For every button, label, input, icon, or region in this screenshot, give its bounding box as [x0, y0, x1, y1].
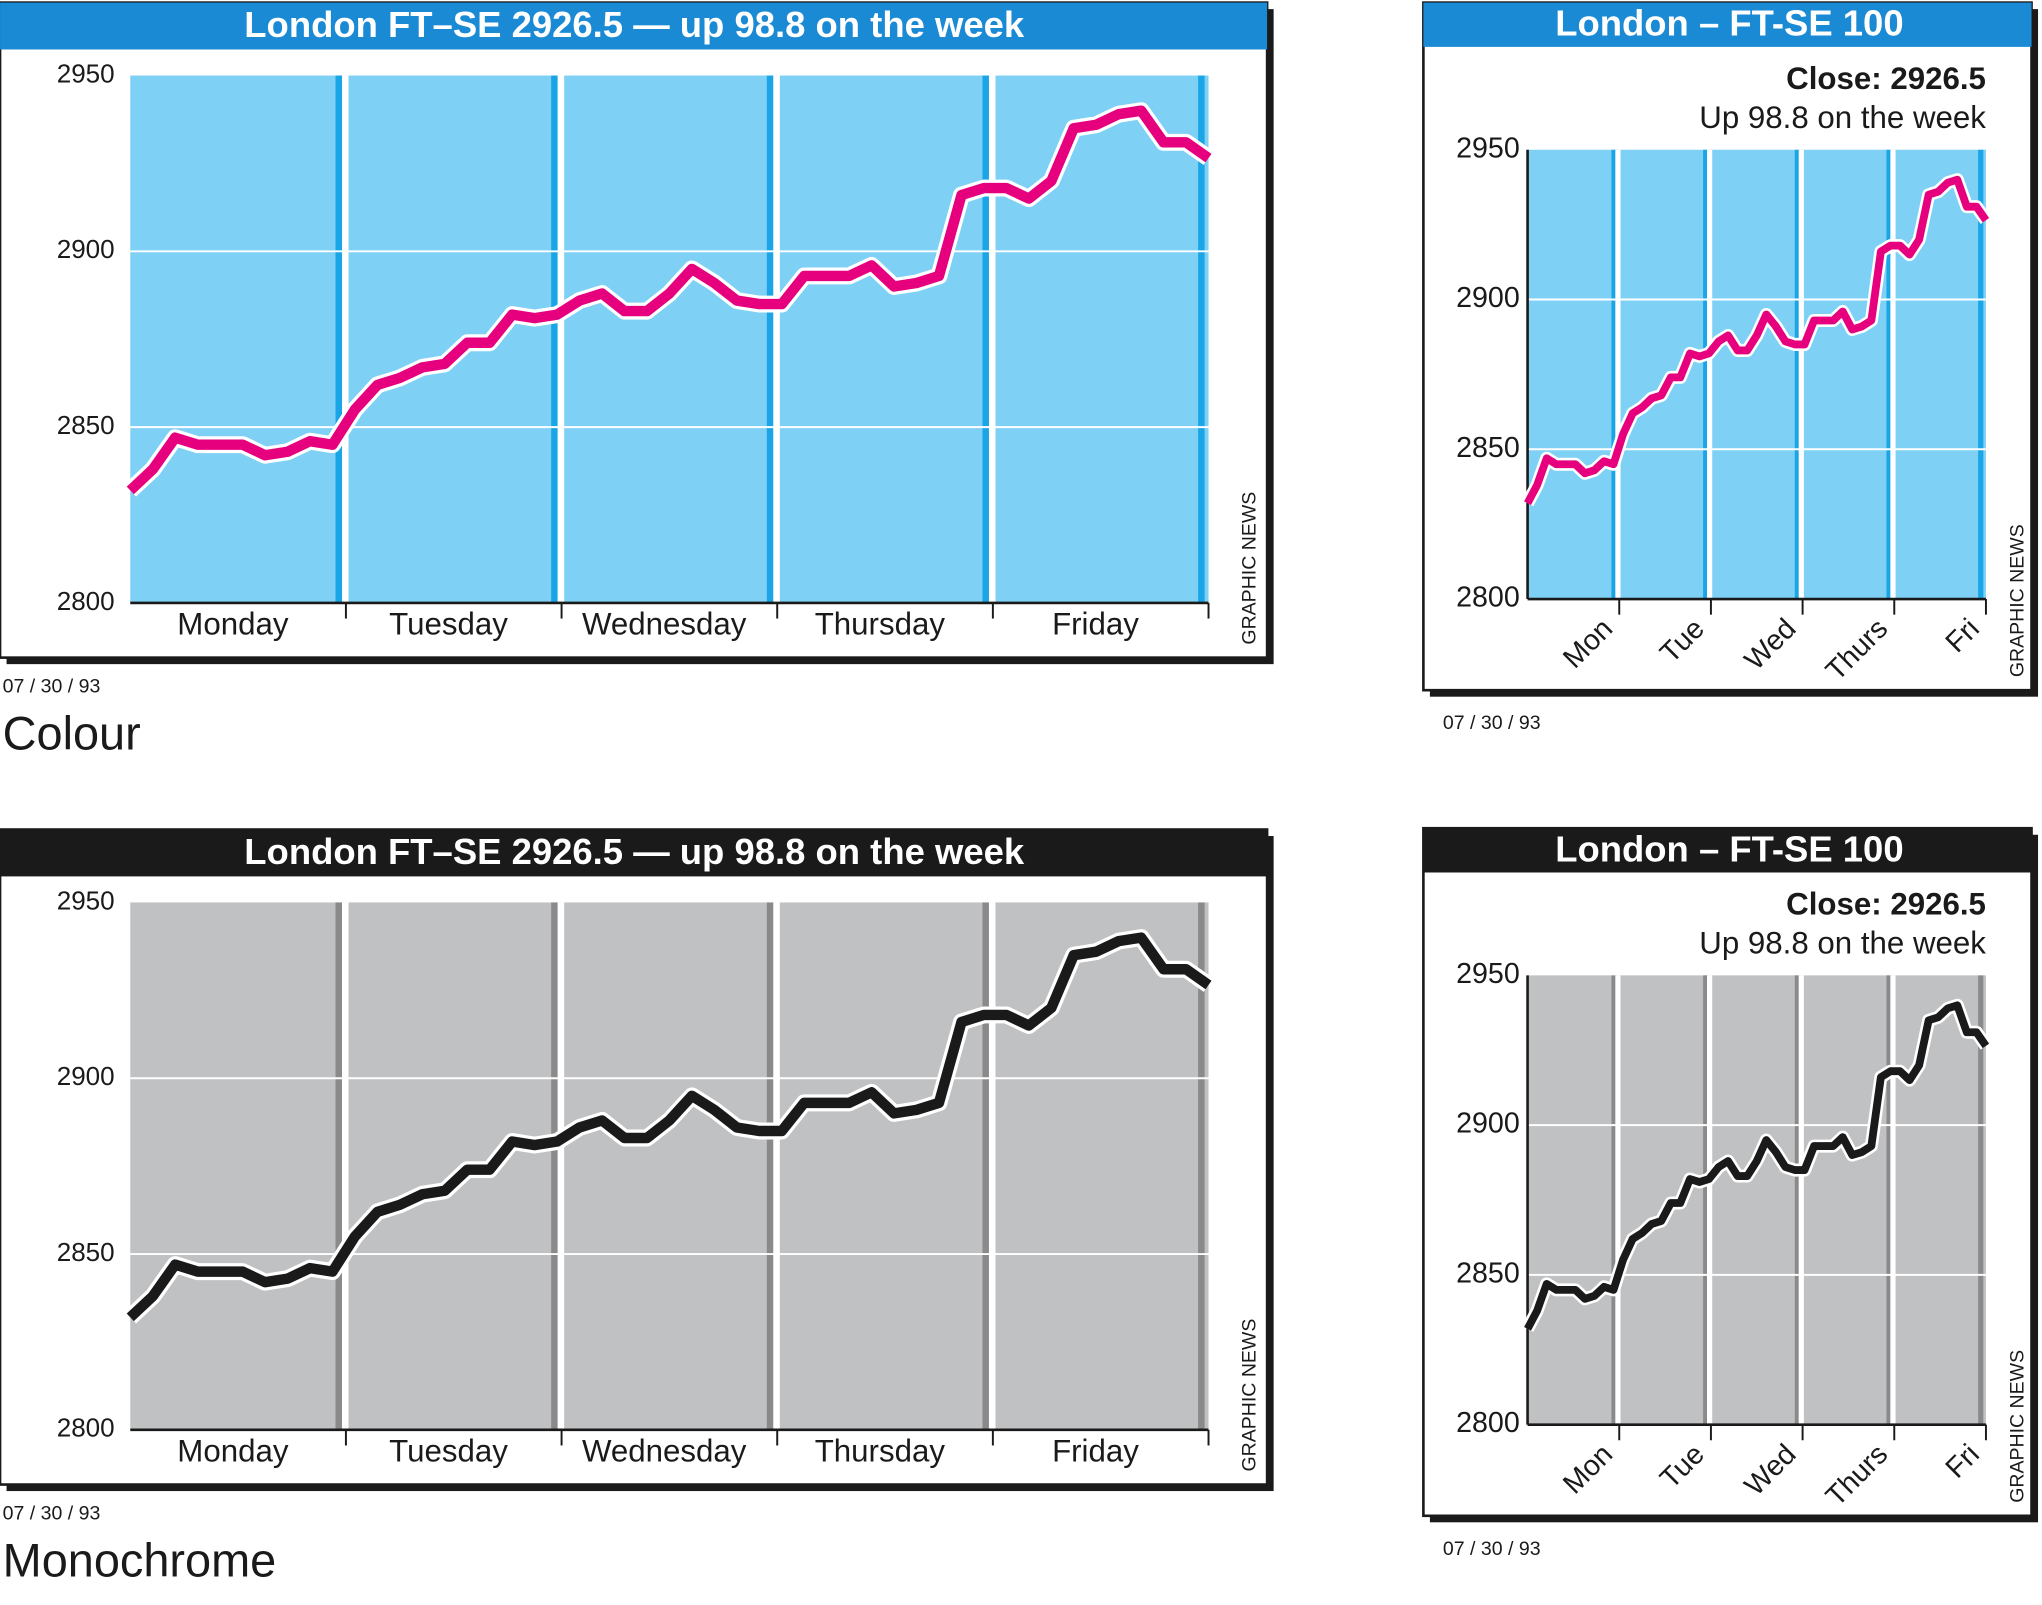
- source-label: GRAPHIC NEWS: [1238, 492, 1260, 645]
- y-tick-label: 2900: [1456, 282, 1520, 314]
- line: [1524, 175, 1990, 506]
- x-tick-label: Tuesday: [389, 607, 508, 642]
- day-stripe: [551, 902, 558, 1430]
- day-stripe: [1611, 975, 1617, 1425]
- day-gap: [773, 902, 780, 1430]
- day-gap: [1707, 975, 1713, 1425]
- source-label: GRAPHIC NEWS: [2007, 1350, 2029, 1503]
- day-gap: [773, 75, 780, 603]
- subtitle: Close: 2926.5: [1786, 887, 1986, 922]
- day-gap: [1707, 149, 1713, 600]
- subtitle: Close: 2926.5: [1786, 61, 1986, 96]
- day-gap: [1615, 149, 1621, 600]
- x-tick-label: Friday: [1052, 607, 1139, 642]
- chart-title: London FT–SE 2926.5 — up 98.8 on the wee…: [244, 831, 1025, 872]
- day-stripe: [982, 902, 989, 1430]
- chart-title: London – FT-SE 100: [1555, 828, 1903, 869]
- title-bar: [0, 829, 1268, 877]
- y-tick-label: 2900: [1456, 1108, 1520, 1140]
- day-stripe: [1703, 149, 1709, 600]
- y-tick-label: 2900: [57, 1061, 115, 1091]
- subtitle: Up 98.8 on the week: [1699, 100, 1986, 135]
- day-gap: [1615, 975, 1621, 1425]
- x-tick-label: Wednesday: [582, 607, 747, 642]
- day-gap: [557, 75, 565, 603]
- day-gap: [342, 75, 349, 603]
- chart-title: London – FT-SE 100: [1555, 3, 1903, 44]
- date-label: 07 / 30 / 93: [1443, 1538, 1541, 1560]
- source-label: GRAPHIC NEWS: [1238, 1319, 1260, 1472]
- day-gap: [1890, 149, 1896, 600]
- day-stripe: [335, 75, 343, 603]
- caption: Monochrome: [3, 1534, 277, 1586]
- day-gap: [342, 902, 349, 1430]
- date-label: 07 / 30 / 93: [3, 676, 101, 698]
- day-stripe: [1978, 149, 1984, 600]
- day-stripe: [1198, 902, 1205, 1430]
- day-gap: [1798, 149, 1804, 600]
- y-tick-label: 2950: [1456, 132, 1520, 164]
- y-tick-label: 2950: [57, 885, 115, 915]
- plot-area: [130, 902, 1209, 1430]
- chart-panel: London FT–SE 2926.5 — up 98.8 on the wee…: [0, 828, 1274, 1586]
- chart-panel: London FT–SE 2926.5 — up 98.8 on the wee…: [0, 1, 1274, 759]
- day-gap: [557, 902, 565, 1430]
- y-tick-label: 2850: [57, 1237, 115, 1267]
- plot-area: [1527, 975, 1986, 1425]
- day-gap: [1890, 975, 1896, 1425]
- y-tick-label: 2800: [57, 586, 115, 616]
- day-gap: [988, 75, 996, 603]
- x-tick-label: Thursday: [815, 1434, 946, 1469]
- x-tick-label: Wednesday: [582, 1434, 747, 1469]
- day-stripe: [1794, 975, 1800, 1425]
- day-stripe: [766, 902, 774, 1430]
- day-stripe: [1198, 75, 1205, 603]
- chart-title: London FT–SE 2926.5 — up 98.8 on the wee…: [244, 4, 1025, 45]
- day-stripe: [335, 902, 343, 1430]
- y-tick-label: 2800: [1456, 1407, 1520, 1439]
- date-label: 07 / 30 / 93: [3, 1503, 101, 1525]
- chart-panel: London – FT-SE 100 Close: 2926.5 Up 98.8 o…: [1422, 1, 2039, 734]
- day-gap: [988, 902, 996, 1430]
- day-stripe: [1703, 975, 1709, 1425]
- y-tick-label: 2900: [57, 234, 115, 264]
- day-stripe: [982, 75, 989, 603]
- subtitle: Up 98.8 on the week: [1699, 926, 1986, 961]
- date-label: 07 / 30 / 93: [1443, 712, 1541, 734]
- title-bar: [0, 2, 1268, 50]
- x-tick-label: Thursday: [815, 607, 946, 642]
- day-stripe: [766, 75, 774, 603]
- y-tick-label: 2850: [1456, 432, 1520, 464]
- x-tick-label: Monday: [177, 607, 289, 642]
- plot-area: [130, 75, 1209, 603]
- y-tick-label: 2800: [57, 1413, 115, 1443]
- line: [1524, 1001, 1990, 1331]
- y-tick-label: 2850: [57, 410, 115, 440]
- y-tick-label: 2850: [1456, 1257, 1520, 1289]
- line: [126, 105, 1212, 495]
- chart-panel: London – FT-SE 100 Close: 2926.5 Up 98.8 o…: [1422, 826, 2039, 1560]
- y-tick-label: 2800: [1456, 582, 1520, 614]
- day-stripe: [1886, 975, 1892, 1425]
- caption: Colour: [3, 707, 141, 759]
- day-stripe: [1794, 149, 1800, 600]
- line: [126, 932, 1212, 1322]
- day-gap: [1798, 975, 1804, 1425]
- source-label: GRAPHIC NEWS: [2007, 524, 2029, 677]
- title-bar: [1423, 2, 2032, 47]
- title-bar: [1423, 828, 2032, 873]
- x-tick-label: Tuesday: [389, 1434, 508, 1469]
- y-tick-label: 2950: [57, 58, 115, 88]
- x-tick-label: Monday: [177, 1434, 289, 1469]
- day-stripe: [1611, 149, 1617, 600]
- x-tick-label: Friday: [1052, 1434, 1139, 1469]
- y-tick-label: 2950: [1456, 958, 1520, 990]
- day-stripe: [551, 75, 558, 603]
- day-stripe: [1978, 975, 1984, 1425]
- plot-area: [1527, 149, 1986, 600]
- day-stripe: [1886, 149, 1892, 600]
